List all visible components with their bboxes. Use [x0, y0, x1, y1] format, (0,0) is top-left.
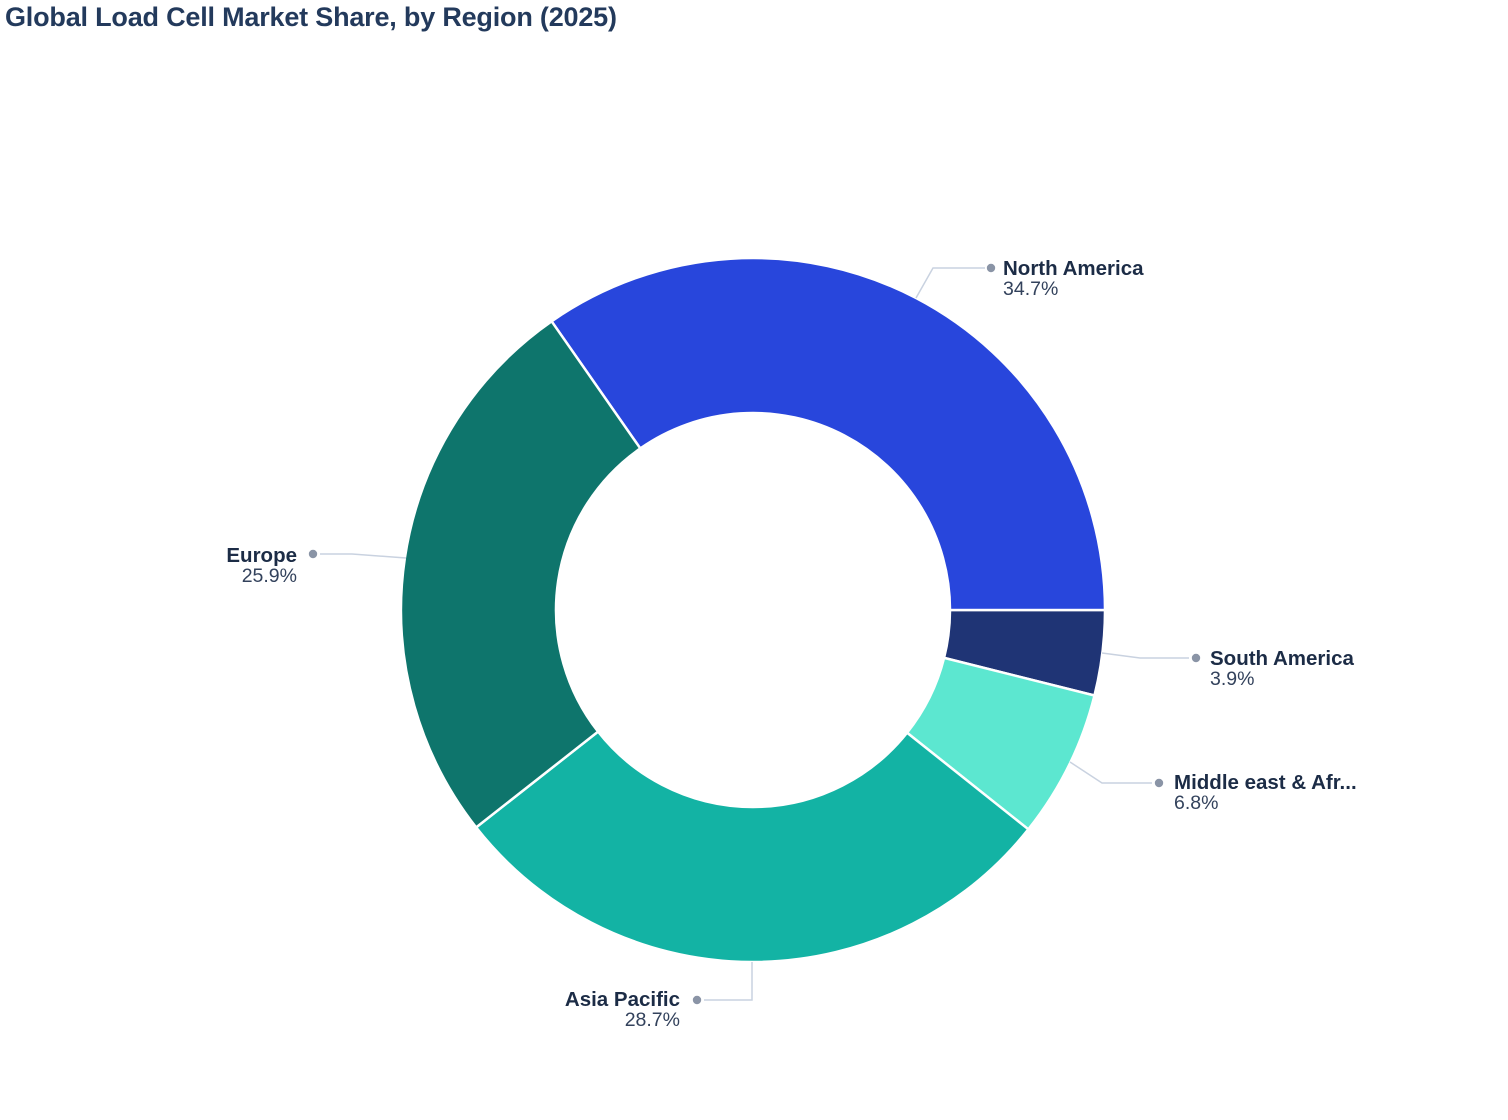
pie-slice-asia-pacific[interactable] [474, 730, 1030, 964]
slice-label-value: 34.7% [1003, 278, 1059, 300]
slice-label-north-america: North America 34.7% [1003, 258, 1144, 300]
chart-title: Global Load Cell Market Share, by Region… [5, 2, 617, 32]
leader-line-south-america [1101, 652, 1189, 659]
slice-label-value: 3.9% [1210, 668, 1255, 690]
leader-dot-europe [308, 549, 318, 559]
slice-label-asia-pacific: Asia Pacific 28.7% [565, 989, 680, 1031]
leader-dot-south-america [1191, 653, 1201, 663]
slice-label-name: Europe [226, 544, 297, 567]
slice-label-middle-east-africa: Middle east & Afr... 6.8% [1174, 772, 1357, 814]
slice-label-name: South America [1210, 647, 1354, 670]
leader-line-europe [320, 553, 407, 559]
leader-line-asia-pacific [704, 962, 753, 1001]
slice-label-name: North America [1003, 257, 1144, 280]
pie-slice-north-america[interactable] [550, 256, 1107, 612]
slice-label-name: Middle east & Afr... [1174, 771, 1357, 794]
slice-label-value: 25.9% [241, 565, 297, 587]
leader-dot-middle-east-afr [1154, 778, 1164, 788]
leader-line-north-america [915, 267, 985, 299]
slice-label-value: 28.7% [624, 1009, 680, 1031]
slice-label-south-america: South America 3.9% [1210, 648, 1354, 690]
slice-label-europe: Europe 25.9% [226, 545, 297, 587]
leader-dot-north-america [986, 263, 996, 273]
leader-dot-asia-pacific [692, 995, 702, 1005]
pie-slice-europe[interactable] [399, 320, 642, 829]
slice-label-value: 6.8% [1174, 792, 1219, 814]
slice-label-name: Asia Pacific [564, 988, 680, 1011]
leader-line-middle-east-afr [1069, 761, 1152, 784]
